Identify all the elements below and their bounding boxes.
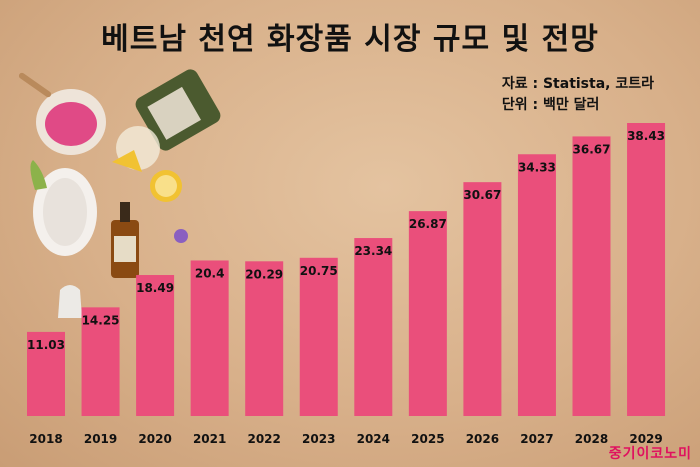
bar-2018	[27, 331, 65, 416]
bar-2020	[136, 275, 175, 416]
x-tick-2019: 2019	[84, 432, 117, 446]
x-tick-2027: 2027	[520, 432, 553, 446]
bar-2029	[627, 123, 666, 416]
source-text: 자료 : Statista, 코트라	[501, 76, 654, 92]
x-tick-2020: 2020	[138, 432, 171, 446]
bar-2021	[190, 260, 229, 416]
x-tick-2018: 2018	[29, 432, 62, 446]
value-label-2023: 20.75	[300, 264, 338, 278]
bar-2028	[572, 136, 611, 416]
value-label-2018: 11.03	[27, 338, 65, 352]
source-and-unit: 자료 : Statista, 코트라 단위 : 백만 달러	[502, 74, 654, 116]
x-tick-2023: 2023	[302, 432, 335, 446]
unit-text: 단위 : 백만 달러	[501, 97, 600, 113]
value-label-2026: 30.67	[463, 188, 501, 202]
bar-2022	[245, 261, 284, 416]
value-label-2022: 20.29	[245, 267, 283, 281]
x-tick-2029: 2029	[629, 432, 662, 446]
value-label-2024: 23.34	[354, 244, 392, 258]
bar-2025	[408, 211, 447, 416]
chart-title: 베트남 천연 화장품 시장 규모 및 전망	[101, 22, 599, 57]
x-tick-2022: 2022	[247, 432, 280, 446]
value-label-2029: 38.43	[627, 129, 665, 143]
value-label-2025: 26.87	[409, 217, 447, 231]
x-tick-labels-group: 2018 2019 2020 2021 2022 2023 2024 2025 2026 2027…	[29, 432, 662, 446]
x-tick-2026: 2026	[466, 432, 499, 446]
value-label-2027: 34.33	[518, 160, 556, 174]
x-tick-2021: 2021	[193, 432, 226, 446]
bar-2026	[463, 182, 502, 416]
bars-group	[27, 123, 666, 416]
bar-2019	[81, 307, 120, 416]
value-label-2019: 14.25	[82, 313, 120, 327]
bar-2027	[517, 154, 556, 416]
value-label-2021: 20.4	[195, 266, 225, 280]
value-labels-group: 11.03 14.25 18.49 20.4 20.29 20.75 23.34 26.87 3…	[27, 129, 665, 352]
x-tick-2024: 2024	[357, 432, 390, 446]
decorative-products	[18, 69, 221, 318]
value-label-2020: 18.49	[136, 281, 174, 295]
x-tick-2028: 2028	[575, 432, 608, 446]
watermark-logo: 중기이코노미	[608, 446, 692, 462]
x-tick-2025: 2025	[411, 432, 444, 446]
value-label-2028: 36.67	[573, 142, 611, 156]
bar-2023	[299, 257, 338, 416]
bar-2024	[354, 238, 393, 416]
